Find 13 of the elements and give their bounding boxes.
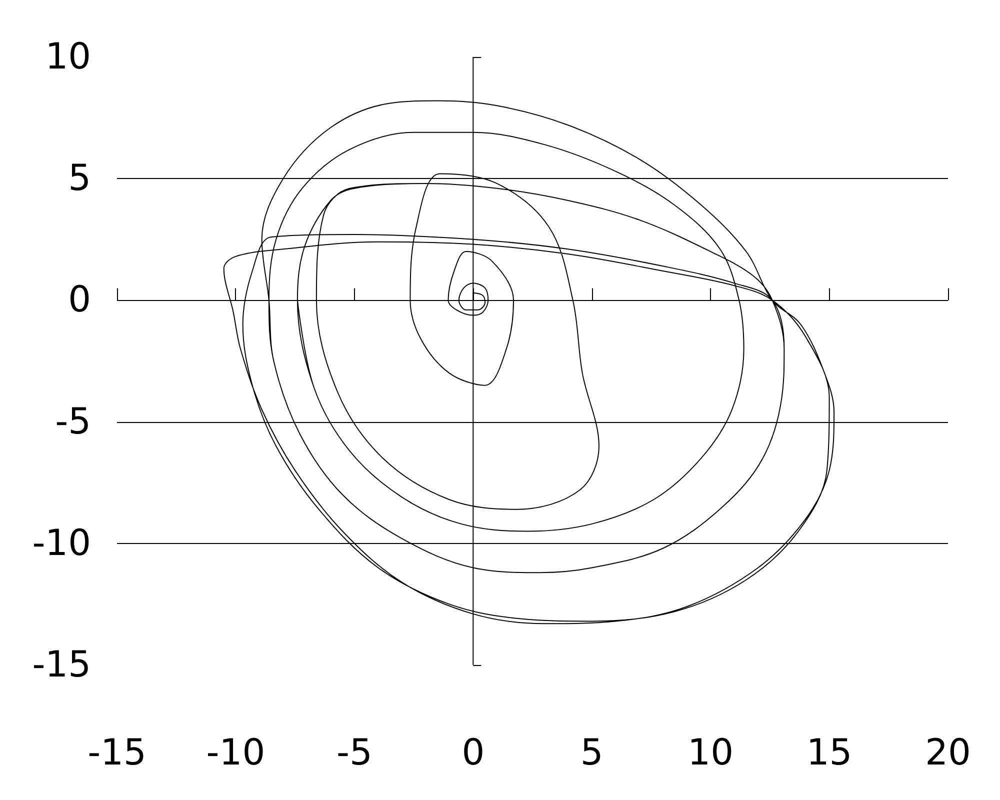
y-tick-label: 10 bbox=[45, 36, 91, 78]
x-tick-label: 10 bbox=[688, 732, 734, 774]
x-tick-label: 5 bbox=[580, 732, 604, 774]
y-tick-label: -5 bbox=[55, 401, 91, 442]
y-tick-label: 5 bbox=[68, 158, 91, 200]
y-tick-label: 0 bbox=[68, 280, 91, 321]
x-tick-label: 20 bbox=[925, 732, 971, 774]
x-tick-label: 0 bbox=[462, 732, 485, 774]
x-tick-label: -5 bbox=[336, 732, 372, 774]
x-tick-label: 15 bbox=[806, 732, 852, 774]
x-tick-label: -10 bbox=[206, 732, 266, 774]
y-tick-label: -15 bbox=[32, 644, 91, 686]
y-tick-label: -10 bbox=[32, 522, 91, 564]
